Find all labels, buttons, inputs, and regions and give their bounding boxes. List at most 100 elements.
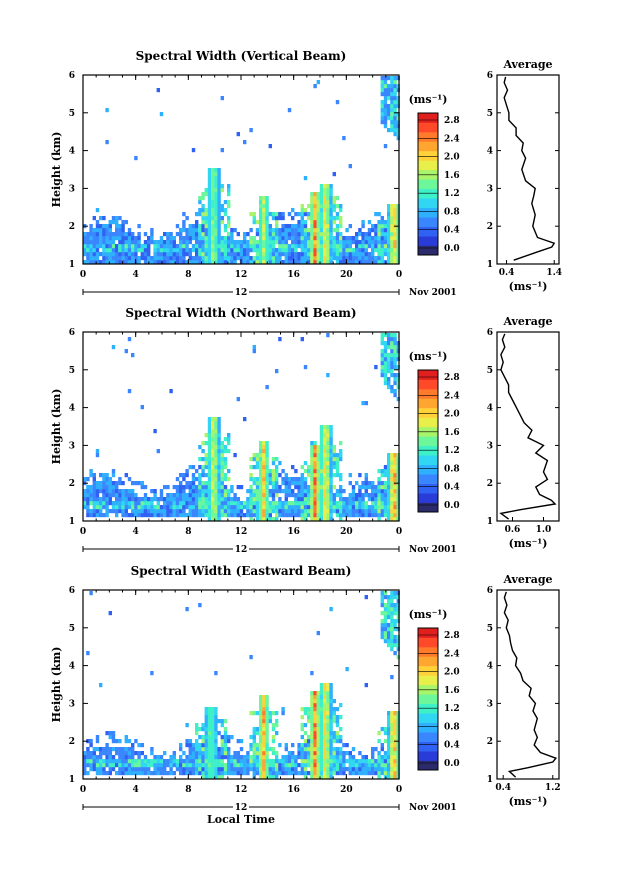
- heatmap-cell: [92, 505, 96, 510]
- heatmap-cell: [265, 509, 269, 514]
- heatmap-cells: [83, 591, 400, 780]
- heatmap-cell: [217, 244, 221, 249]
- heatmap-cell: [393, 501, 397, 506]
- heatmap-cell: [214, 517, 218, 522]
- heatmap-cell: [351, 755, 356, 760]
- x-tick-label: 0: [80, 270, 86, 280]
- heatmap-cell: [323, 236, 327, 241]
- heatmap-cell: [377, 739, 381, 744]
- heatmap-cell: [195, 220, 199, 225]
- heatmap-cell: [89, 236, 93, 241]
- heatmap-cell: [262, 707, 266, 712]
- heatmap-cell: [121, 771, 125, 776]
- heatmap-cell: [214, 429, 218, 434]
- heatmap-cell: [220, 743, 224, 748]
- heatmap-cell: [124, 763, 128, 768]
- heatmap-cell: [323, 505, 327, 510]
- heatmap-cell: [387, 509, 391, 514]
- heatmap-cell: [329, 224, 333, 229]
- heatmap-cell: [211, 220, 215, 225]
- colorbar-swatch: [418, 217, 438, 227]
- heatmap-cell: [319, 763, 324, 768]
- heatmap-cell: [92, 252, 96, 257]
- heatmap-cell: [387, 635, 391, 640]
- heatmap-cell: [335, 759, 340, 764]
- heatmap-cell: [163, 244, 167, 249]
- heatmap-cell: [147, 236, 151, 241]
- heatmap-cell: [313, 699, 317, 704]
- heatmap-cell: [227, 441, 231, 446]
- x-tick-label: 20: [340, 270, 353, 280]
- heatmap-cell: [227, 260, 231, 265]
- heatmap-cell: [316, 743, 320, 748]
- heatmap-cell: [217, 232, 221, 237]
- heatmap-cell: [342, 501, 346, 506]
- heatmap-cell: [259, 457, 263, 462]
- heatmap-cell: [147, 252, 151, 257]
- heatmap-cell: [153, 509, 157, 514]
- heatmap-cell: [307, 465, 311, 470]
- heatmap-cell: [383, 497, 388, 502]
- heatmap-cell: [387, 457, 391, 462]
- heatmap-cell: [265, 505, 269, 510]
- heatmap-cell: [207, 481, 212, 486]
- heatmap-cell: [89, 493, 93, 498]
- heatmap-cell: [163, 256, 167, 261]
- heatmap-cell: [319, 743, 324, 748]
- heatmap-cell: [323, 501, 327, 506]
- heatmap-cell: [310, 775, 314, 780]
- heatmap-cell: [259, 743, 263, 748]
- heatmap-cell: [223, 449, 228, 454]
- heatmap-cell: [166, 485, 170, 490]
- heatmap-cell: [345, 256, 349, 261]
- heatmap-cell: [195, 256, 199, 261]
- heatmap-cell: [115, 244, 119, 249]
- heatmap-cell: [198, 509, 202, 514]
- heatmap-cell: [99, 481, 103, 486]
- heatmap-cell: [92, 489, 96, 494]
- heatmap-cell: [348, 236, 352, 241]
- heatmap-cell: [271, 248, 276, 253]
- heatmap-cell: [182, 248, 186, 253]
- heatmap-cell: [342, 497, 346, 502]
- heatmap-cell: [140, 252, 144, 257]
- heatmap-cell: [89, 501, 93, 506]
- heatmap-cell: [227, 449, 231, 454]
- heatmap-cell: [214, 505, 218, 510]
- heatmap-cell: [271, 493, 276, 498]
- heatmap-cell: [191, 493, 196, 498]
- heatmap-cell: [377, 497, 381, 502]
- heatmap-cell: [217, 184, 221, 189]
- heatmap-cell: [185, 232, 189, 237]
- heatmap-cell: [259, 200, 263, 205]
- x-tick-label: 0: [80, 527, 86, 537]
- heatmap-cell: [220, 747, 224, 752]
- heatmap-cell: [323, 775, 327, 780]
- heatmap-cell: [303, 365, 308, 370]
- heatmap-cells: [83, 333, 400, 522]
- heatmap-cell: [211, 184, 215, 189]
- heatmap-cell: [191, 751, 196, 756]
- heatmap-cell: [310, 445, 314, 450]
- heatmap-cell: [390, 361, 394, 366]
- heatmap-cell: [268, 260, 272, 265]
- heatmap-cell: [172, 759, 176, 764]
- heatmap-cell: [335, 735, 340, 740]
- heatmap-cell: [236, 485, 240, 490]
- heatmap-cell: [201, 256, 205, 261]
- colorbar-swatch: [418, 436, 438, 447]
- heatmap-cell: [95, 489, 100, 494]
- heatmap-cell: [111, 469, 116, 474]
- heatmap-cell: [393, 212, 397, 217]
- heatmap-cell: [387, 767, 391, 772]
- heatmap-cell: [383, 116, 388, 121]
- heatmap-cell: [230, 505, 234, 510]
- heatmap-cell: [329, 517, 333, 522]
- heatmap-cell: [393, 228, 397, 233]
- heatmap-cell: [220, 719, 224, 724]
- heatmap-cell: [300, 767, 304, 772]
- heatmap-cell: [179, 747, 183, 752]
- heatmap-cell: [137, 248, 141, 253]
- heatmap-cell: [214, 711, 218, 716]
- heatmap-cell: [105, 489, 109, 494]
